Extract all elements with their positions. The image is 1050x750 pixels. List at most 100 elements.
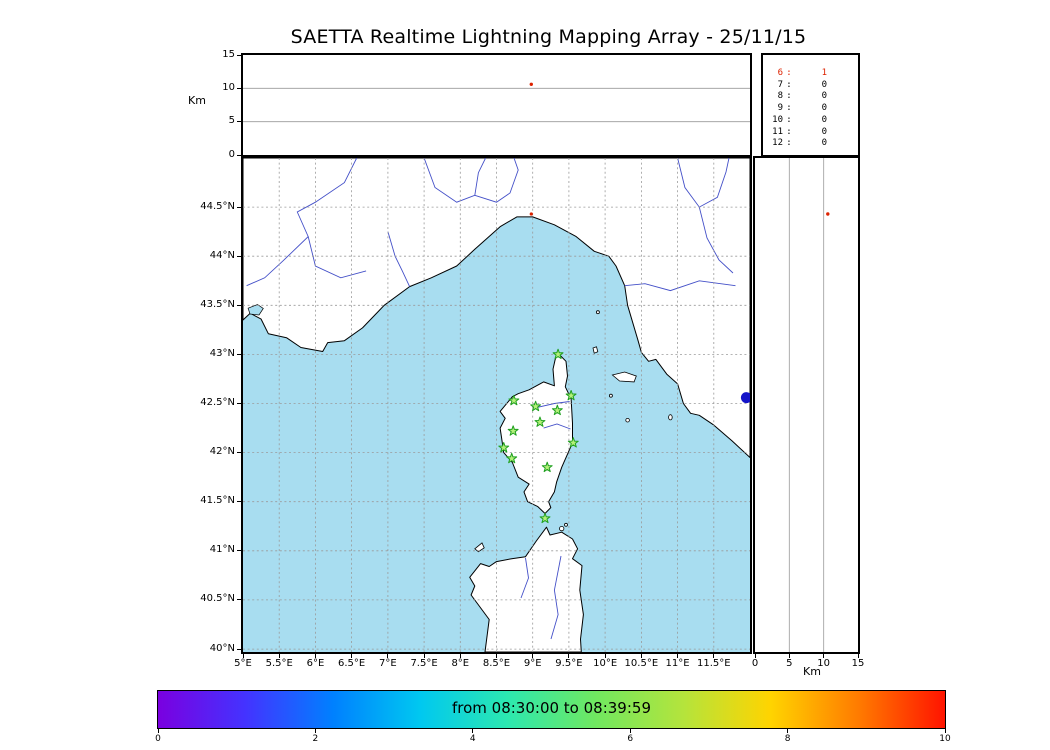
lat-tick-label: 43°N: [209, 347, 235, 359]
lon-tick-label: 8°E: [451, 658, 470, 669]
colorbar-tick-mark: [629, 729, 631, 733]
stats-row: 10: 0: [769, 115, 851, 127]
stats-row: 8: 0: [769, 91, 851, 103]
station-marker: [541, 461, 553, 473]
lat-tick-mark: [237, 648, 241, 650]
stats-row: 11: 0: [769, 127, 851, 139]
station-marker: [530, 400, 542, 412]
alt-tick-mark: [788, 654, 790, 658]
station-marker: [507, 425, 519, 436]
stats-row-label: 10: [772, 114, 783, 125]
stats-row-value: 1: [821, 68, 827, 78]
island-capraia: [592, 346, 599, 354]
colorbar-gradient: [158, 691, 945, 728]
lat-tick-mark: [237, 255, 241, 257]
island-caprera: [564, 522, 568, 527]
stats-row: 9: 0: [769, 103, 851, 115]
stats-row-label: 11: [772, 126, 783, 137]
figure-title: SAETTA Realtime Lightning Mapping Array …: [290, 26, 807, 48]
colorbar-tick-mark: [157, 729, 159, 733]
lon-tick-label: 5.5°E: [265, 658, 293, 669]
lon-tick-mark: [242, 654, 244, 658]
alt-tick-mark: [237, 87, 241, 89]
rivers: [246, 158, 736, 640]
colorbar-tick-mark: [787, 729, 789, 733]
river-top-right-1: [677, 158, 730, 208]
alt-tick-mark: [857, 654, 859, 658]
alt-lon-plot: [243, 82, 750, 123]
lon-tick-mark: [314, 654, 316, 658]
lat-tick-label: 41.5°N: [200, 495, 235, 507]
lon-tick-label: 7°E: [379, 658, 397, 669]
stats-row-label: 8: [777, 91, 783, 102]
stats-row-value: 0: [821, 91, 827, 102]
lon-tick-label: 8.5°E: [482, 658, 511, 669]
station-marker: [552, 348, 564, 360]
river-arno: [624, 280, 736, 292]
stats-row-label: 7: [777, 79, 783, 90]
river-piedmont-2: [474, 158, 519, 203]
lightning-source-point: [529, 212, 533, 216]
station-marker: [508, 394, 520, 406]
km-label-right: Km: [803, 665, 821, 678]
river-piedmont-1: [423, 158, 487, 203]
alt-tick-label: 10: [222, 81, 235, 93]
colorbar-tick-mark: [314, 729, 316, 733]
lon-tick-label: 11°E: [665, 658, 690, 669]
lat-tick-label: 44.5°N: [200, 200, 235, 212]
alt-lon-panel: [241, 53, 752, 157]
island-asinara: [474, 542, 485, 553]
lon-tick-label: 5°E: [234, 658, 252, 669]
lon-tick-mark: [423, 654, 425, 658]
river-verdon: [307, 236, 367, 279]
alt-lat-panel: [753, 156, 860, 654]
river-var: [387, 231, 411, 287]
colorbar-tick-label: 8: [784, 734, 791, 744]
colorbar-tick-mark: [472, 729, 474, 733]
station-marker: [565, 389, 577, 401]
alt-tick-label: 15: [222, 48, 235, 60]
lon-tick-mark: [677, 654, 679, 658]
lat-tick-label: 40.5°N: [200, 593, 235, 605]
lon-tick-mark: [278, 654, 280, 658]
stats-panel: 6: 1 7: 0 8: 0 9: 0 10: 0 11: 0 12: 0: [761, 53, 860, 157]
stats-row: 12: 0: [769, 138, 851, 150]
island-elba: [611, 371, 637, 383]
colorbar: [157, 690, 946, 729]
lat-tick-label: 40°N: [209, 642, 235, 654]
blue-point-marker: [740, 392, 750, 404]
stats-row-separator: :: [786, 103, 792, 114]
station-marker: [551, 404, 563, 416]
lon-tick-mark: [604, 654, 606, 658]
lat-tick-label: 43.5°N: [200, 298, 235, 310]
island-pianosa: [608, 393, 613, 398]
alt-lat-plot: [788, 158, 830, 652]
alt-tick-mark: [237, 121, 241, 123]
island-maddalena: [559, 525, 565, 532]
station-marker: [534, 416, 546, 427]
lon-tick-mark: [387, 654, 389, 658]
alt-tick-label: 0: [751, 658, 759, 669]
colorbar-tick-mark: [944, 729, 946, 733]
etang-de-berre-lagoon: [247, 304, 264, 316]
lon-tick-label: 10°E: [593, 658, 618, 669]
island-gorgona: [595, 310, 600, 315]
island-sardinia: [469, 526, 584, 652]
stats-row-separator: :: [786, 114, 792, 125]
station-marker: [539, 512, 551, 524]
stats-row-separator: :: [786, 126, 792, 137]
lon-tick-mark: [532, 654, 534, 658]
stats-row-value: 0: [821, 114, 827, 125]
station-marker: [498, 442, 510, 453]
lon-tick-mark: [713, 654, 715, 658]
stats-row: 7: 0: [769, 80, 851, 92]
station-marker: [567, 437, 579, 448]
alt-tick-label: 15: [851, 658, 865, 669]
lat-tick-mark: [237, 304, 241, 306]
stats-row-separator: :: [786, 138, 792, 149]
lon-tick-label: 11.5°E: [696, 658, 731, 669]
stats-row-value: 0: [821, 79, 827, 90]
colorbar-tick-label: 6: [627, 734, 634, 744]
lon-tick-mark: [496, 654, 497, 658]
